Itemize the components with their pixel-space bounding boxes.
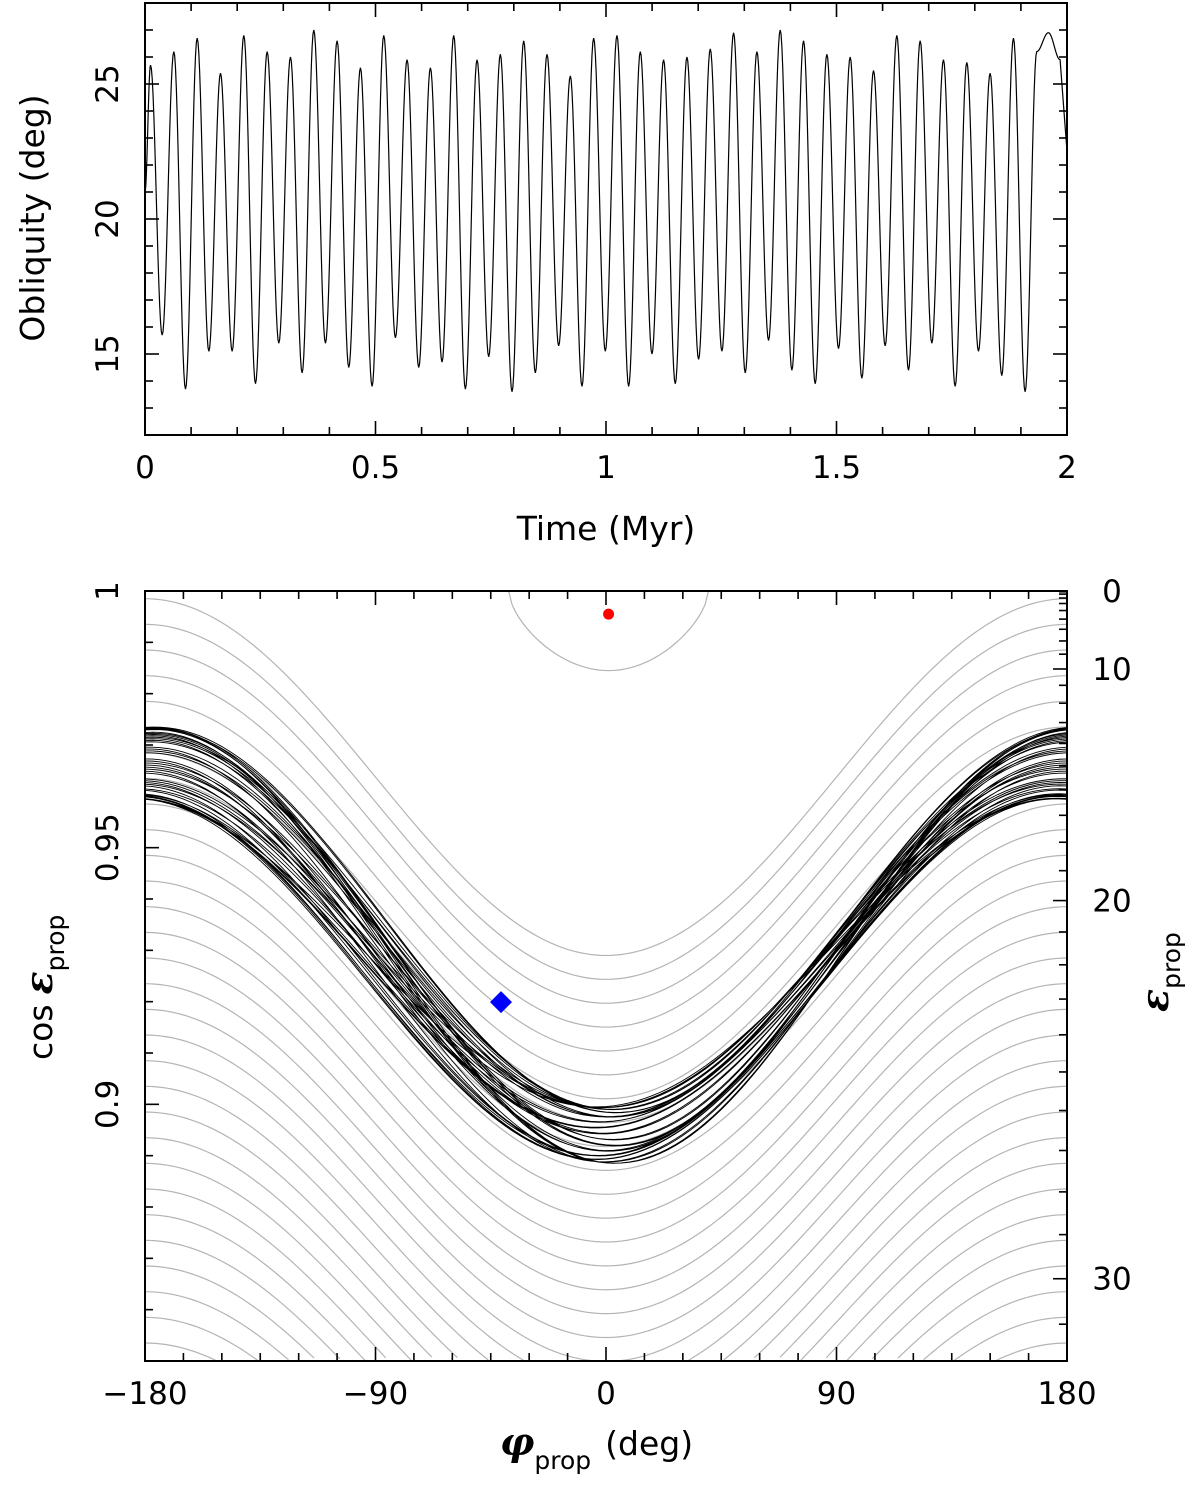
level-curves	[144, 590, 1068, 1362]
level-curve	[144, 1188, 1068, 1359]
x-tick-label: 0	[596, 1376, 616, 1412]
obliquity-series-line	[144, 29, 1068, 392]
level-curve	[144, 1214, 1068, 1362]
phase-y2-axis-label-text: εprop	[1132, 932, 1186, 1012]
x-tick-label: 2	[1057, 450, 1077, 486]
level-curve	[144, 700, 1068, 1052]
obliquity-x-axis-label: Time (Myr)	[516, 509, 696, 548]
y-tick-label: 0.95	[90, 813, 126, 882]
level-curve	[144, 1008, 1068, 1339]
x-tick-label: −180	[102, 1376, 187, 1412]
y-tick-label: 0.9	[90, 1080, 126, 1129]
current-state-marker	[489, 991, 512, 1014]
x-tick-label: 180	[1037, 1376, 1096, 1412]
cos-prefix: cos	[21, 1004, 60, 1060]
level-curve	[144, 1239, 1068, 1360]
level-curve	[144, 829, 1068, 1171]
obliquity-axis-ticks	[144, 2, 1068, 436]
level-curve	[144, 598, 1068, 957]
y2-tick-label: 0	[1102, 574, 1122, 610]
level-curve	[144, 906, 1068, 1243]
phi-symbol: φ	[500, 1419, 534, 1464]
epsilon2-symbol: ε	[1132, 989, 1177, 1012]
level-curve	[144, 752, 1068, 1100]
level-curve	[144, 1291, 1068, 1361]
level-curve	[144, 931, 1068, 1267]
x-tick-label: 0	[135, 450, 155, 486]
level-curve	[144, 1060, 1068, 1362]
x-tick-label: 90	[817, 1376, 856, 1412]
x-tick-label: 0.5	[351, 450, 400, 486]
y-tick-label: 25	[90, 64, 126, 103]
obliquity-tick-labels: 0 0.5 1 1.5 2 15 20 25	[90, 64, 1077, 486]
phase-markers	[489, 608, 615, 1014]
epsilon2-subscript: prop	[1157, 932, 1186, 989]
obliquity-plot-frame	[144, 2, 1068, 436]
level-curve	[144, 1162, 1068, 1361]
y2-tick-label: 20	[1092, 884, 1131, 920]
obliquity-panel: 0 0.5 1 1.5 2 15 20 25 Time (Myr) Obliquity (de…	[13, 2, 1077, 548]
phase-x-axis-label: φprop (deg)	[500, 1419, 693, 1475]
y2-tick-label: 30	[1092, 1262, 1131, 1298]
level-curve	[144, 957, 1068, 1291]
phase-y-axis-label-text: cos εprop	[16, 915, 70, 1060]
epsilon-symbol: ε	[16, 971, 61, 994]
level-curve	[144, 623, 1068, 980]
obliquity-y-axis-label: Obliquity (deg)	[13, 94, 52, 341]
level-curve	[144, 1265, 1068, 1359]
level-curve	[144, 649, 1068, 1004]
level-curve	[144, 880, 1068, 1219]
level-curve-island	[508, 590, 710, 672]
x-tick-label: 1	[596, 450, 616, 486]
phase-axis-ticks	[144, 590, 1068, 1362]
level-curve	[144, 983, 1068, 1315]
level-curve	[144, 1085, 1068, 1361]
level-curve	[144, 726, 1068, 1076]
y2-tick-label: 10	[1092, 652, 1131, 688]
x-tick-label: 1.5	[812, 450, 861, 486]
y-tick-label: 15	[90, 334, 126, 373]
y-tick-label: 20	[90, 199, 126, 238]
level-curve	[144, 1137, 1068, 1358]
y-tick-label: 1	[90, 581, 126, 601]
level-curve	[144, 854, 1068, 1195]
level-curve	[144, 675, 1068, 1028]
level-curve	[144, 1034, 1068, 1362]
equilibrium-marker	[603, 608, 615, 620]
trajectory-line	[144, 726, 1068, 1164]
level-curve	[144, 1111, 1068, 1359]
phase-y2-axis-label: εprop	[1132, 932, 1186, 1012]
phase-y-axis-label: cos εprop	[16, 915, 70, 1060]
level-curve	[144, 1342, 1068, 1362]
phi-unit: (deg)	[605, 1424, 693, 1463]
epsilon-subscript: prop	[41, 915, 70, 972]
phi-subscript: prop	[534, 1446, 591, 1475]
level-curve	[144, 1316, 1068, 1361]
x-tick-label: −90	[343, 1376, 408, 1412]
